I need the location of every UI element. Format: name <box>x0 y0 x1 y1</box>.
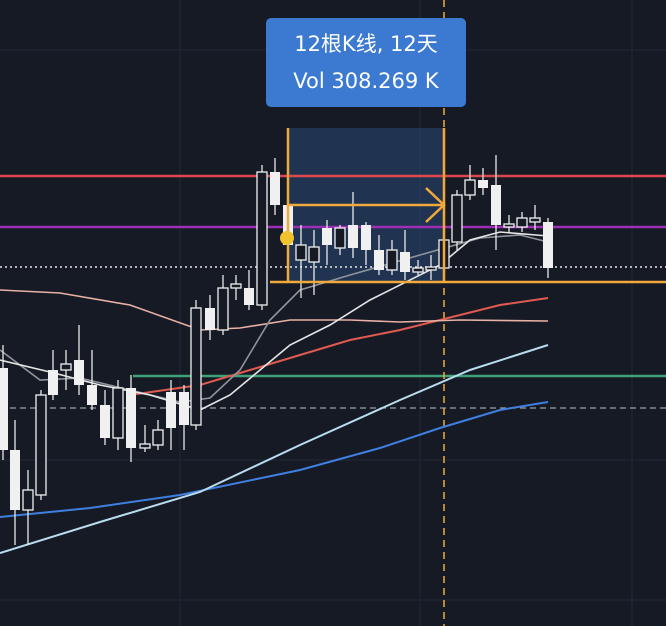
candle <box>464 179 476 196</box>
candle <box>348 225 358 248</box>
candle-bodies <box>0 171 553 511</box>
candle <box>244 288 254 305</box>
candle <box>152 429 164 446</box>
moving-average <box>0 231 549 411</box>
candle <box>425 266 437 271</box>
candle <box>10 450 20 510</box>
moving-average <box>0 401 549 518</box>
candle <box>22 489 34 511</box>
candle <box>100 405 110 438</box>
candle <box>543 222 553 268</box>
candle <box>205 308 215 330</box>
candle <box>230 283 242 289</box>
measure-tooltip: 12根K线, 12天 Vol 308.269 K <box>266 18 466 107</box>
candle <box>139 443 151 449</box>
candle <box>516 217 528 228</box>
moving-average <box>129 297 549 396</box>
candle <box>48 370 58 395</box>
measure-tool <box>270 128 666 284</box>
candle <box>400 252 410 272</box>
candle <box>270 172 280 205</box>
candle <box>503 223 515 228</box>
candle <box>374 250 384 270</box>
anchor-point[interactable] <box>280 231 294 245</box>
candle <box>74 360 84 385</box>
candle <box>87 385 97 405</box>
volume: Vol 308.269 K <box>293 69 439 93</box>
bar-count: 12根K线, 12天 <box>294 32 438 56</box>
candle <box>256 171 268 306</box>
candle <box>295 244 307 261</box>
candle <box>166 392 176 428</box>
candle <box>179 392 189 425</box>
candle <box>112 387 124 439</box>
candle <box>478 180 488 188</box>
candle-wicks <box>2 155 549 545</box>
candle <box>190 307 202 426</box>
candle <box>361 225 371 250</box>
candle <box>35 394 47 496</box>
candle <box>451 194 463 243</box>
moving-average <box>0 344 549 554</box>
candle <box>334 227 346 249</box>
candle <box>0 368 8 450</box>
candle <box>217 287 229 331</box>
candle <box>529 217 541 223</box>
candle <box>60 363 72 371</box>
candle <box>491 185 501 225</box>
moving-average <box>0 289 549 331</box>
measure-arrowhead <box>425 187 446 223</box>
candle <box>126 388 136 448</box>
candle <box>386 249 398 271</box>
candle <box>412 267 424 273</box>
candle <box>322 228 332 245</box>
candle <box>308 246 320 263</box>
